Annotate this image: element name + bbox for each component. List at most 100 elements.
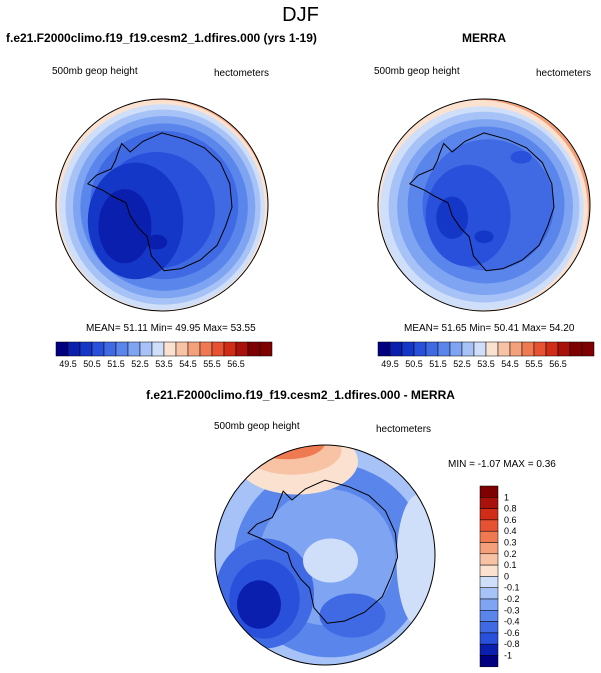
colorbar-swatch [163, 341, 177, 357]
colorbar-swatch [479, 553, 499, 566]
colorbar-tick-label: 52.5 [131, 359, 149, 369]
colorbar-swatch [479, 497, 499, 509]
colorbar-tick-label: 55.5 [203, 359, 221, 369]
colorbar-tick-label: -0.3 [504, 605, 520, 615]
contour-band [319, 593, 386, 638]
colorbar-swatch [235, 341, 249, 357]
colorbar-swatch [521, 341, 535, 357]
colorbar-tick-label: 56.5 [549, 359, 567, 369]
contour-band [510, 150, 532, 164]
model-colorbar: 49.5 50.5 51.5 52.5 53.5 54.5 55.5 56.5 [55, 341, 273, 369]
season-title: DJF [282, 4, 319, 26]
difference-panel-title: f.e21.F2000climo.f19_f19.cesm2_1.dfires.… [146, 388, 455, 402]
map-boundary [377, 98, 591, 312]
colorbar-swatch [569, 341, 583, 357]
colorbar-swatch [259, 341, 273, 357]
colorbar-swatch [479, 610, 499, 622]
colorbar-swatch [425, 341, 439, 357]
colorbar-tick-label: 0.3 [504, 538, 517, 548]
colorbar-swatch [461, 341, 475, 357]
colorbar-swatch [479, 564, 499, 577]
colorbar-swatch [479, 485, 499, 498]
colorbar-tick-label: 52.5 [453, 359, 471, 369]
colorbar-tick-label: 0.2 [504, 549, 517, 559]
contour-band [474, 230, 494, 244]
colorbar-tick-label: 49.5 [59, 359, 77, 369]
colorbar-swatch [479, 632, 499, 645]
obs-field-label: 500mb geop height [374, 66, 460, 77]
colorbar-swatch [151, 341, 165, 357]
colorbar-swatch [581, 341, 595, 357]
colorbar-swatch [545, 341, 559, 357]
colorbar-swatch [247, 341, 261, 357]
map-boundary [214, 444, 436, 666]
colorbar-swatch [479, 519, 499, 532]
difference-polar-map [214, 444, 436, 666]
colorbar-swatch [115, 341, 129, 357]
colorbar-tick-label: 54.5 [501, 359, 519, 369]
colorbar-tick-label: 53.5 [477, 359, 495, 369]
colorbar-swatch [479, 598, 499, 611]
colorbar-swatch [497, 341, 511, 357]
colorbar-swatch [479, 542, 499, 555]
model-units-label: hectometers [214, 68, 270, 79]
colorbar-swatch [473, 341, 487, 357]
colorbar-tick-label: -0.6 [504, 628, 520, 638]
colorbar-swatch [413, 341, 427, 357]
colorbar-swatch [479, 508, 499, 521]
colorbar-swatch [199, 341, 213, 357]
obs-panel-title: MERRA [462, 31, 506, 45]
obs-colorbar: 49.5 50.5 51.5 52.5 53.5 54.5 55.5 56.5 [377, 341, 595, 369]
colorbar-swatch [449, 341, 463, 357]
colorbar-swatch [479, 576, 499, 588]
contour-band [248, 445, 325, 460]
colorbar-tick-label: 0 [504, 571, 509, 581]
obs-stats-text: MEAN= 51.65 Min= 50.41 Max= 54.20 [404, 323, 575, 334]
contour-band [237, 580, 281, 629]
colorbar-swatch [187, 341, 201, 357]
antarctica-coastline [247, 479, 399, 624]
colorbar-tick-label: 50.5 [405, 359, 423, 369]
colorbar-swatch [479, 643, 499, 656]
colorbar-swatch [479, 587, 499, 600]
colorbar-tick-label: -0.1 [504, 583, 520, 593]
colorbar-tick-label: -1 [504, 651, 512, 661]
contour-band [396, 494, 435, 627]
colorbar-tick-label: -0.8 [504, 639, 520, 649]
colorbar-swatch [67, 341, 81, 357]
obs-polar-map [377, 98, 591, 312]
colorbar-tick-label: 0.1 [504, 560, 517, 570]
colorbar-tick-label: 51.5 [429, 359, 447, 369]
colorbar-tick-label: -0.4 [504, 617, 520, 627]
colorbar-swatch [437, 341, 451, 357]
colorbar-swatch [139, 341, 153, 357]
colorbar-tick-label: 53.5 [155, 359, 173, 369]
colorbar-tick-label: 51.5 [107, 359, 125, 369]
colorbar-tick-label: 56.5 [227, 359, 245, 369]
colorbar-tick-label: 55.5 [525, 359, 543, 369]
colorbar-swatch [223, 341, 237, 357]
contour-band [303, 538, 358, 583]
model-stats-text: MEAN= 51.11 Min= 49.95 Max= 53.55 [86, 323, 256, 334]
antarctica-coastline [86, 132, 233, 272]
colorbar-swatch [127, 341, 141, 357]
model-panel-title: f.e21.F2000climo.f19_f19.cesm2_1.dfires.… [6, 31, 317, 45]
colorbar-swatch [79, 341, 93, 357]
colorbar-swatch [103, 341, 117, 357]
colorbar-swatch [533, 341, 547, 357]
colorbar-swatch [91, 341, 105, 357]
colorbar-swatch [479, 621, 499, 634]
colorbar-swatch [479, 530, 499, 543]
colorbar-tick-label: 49.5 [381, 359, 399, 369]
difference-colorbar: 1 0.80.60.4 0.30.20.10 -0.1-0.2-0.3 -0.4-0.6… [479, 485, 520, 668]
colorbar-swatch [557, 341, 571, 357]
map-boundary [55, 98, 269, 312]
antarctica-coastline [408, 132, 555, 272]
obs-units-label: hectometers [536, 68, 592, 79]
colorbar-tick-label: 0.6 [504, 515, 517, 525]
colorbar-swatch [401, 341, 415, 357]
model-field-label: 500mb geop height [52, 66, 138, 77]
colorbar-swatch [509, 341, 523, 357]
contour-band [436, 196, 469, 239]
